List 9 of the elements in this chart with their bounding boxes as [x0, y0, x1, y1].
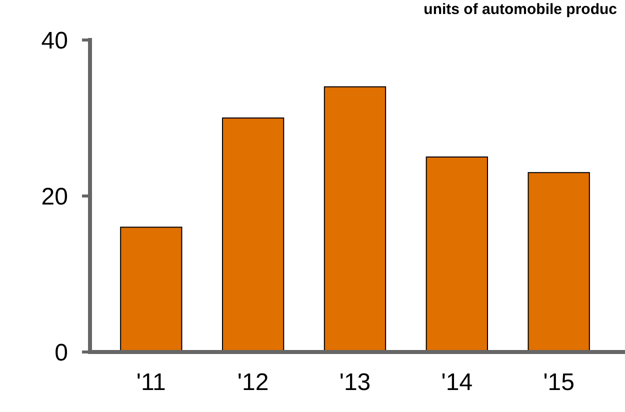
- x-tick-label: '12: [237, 369, 269, 396]
- y-tick-label: 20: [41, 183, 68, 210]
- x-tick-label: '14: [441, 369, 473, 396]
- x-tick-label: '13: [339, 369, 371, 396]
- text: units of automobile produc: [424, 1, 617, 18]
- x-tick-label: '11: [136, 369, 166, 396]
- y-tick-label: 0: [54, 339, 68, 366]
- y-tick-label: 40: [41, 27, 68, 54]
- x-tick-label: '15: [543, 369, 574, 396]
